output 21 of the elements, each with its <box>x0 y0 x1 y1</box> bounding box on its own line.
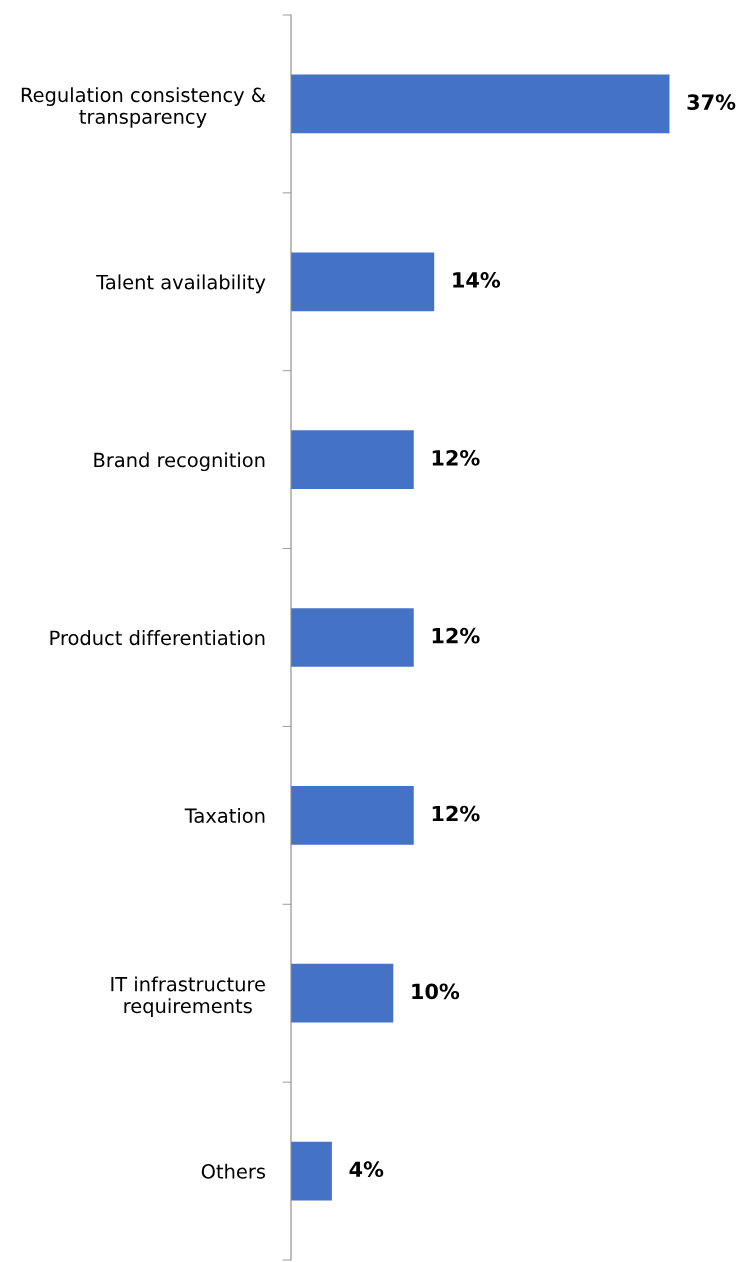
y-tick-label: Product differentiation <box>50 630 265 646</box>
data-label: 12% <box>432 449 480 466</box>
bar <box>291 1141 332 1201</box>
bar <box>291 608 414 667</box>
data-label: 12% <box>432 805 480 822</box>
y-tick-label: Taxation <box>184 807 265 824</box>
bar <box>291 963 394 1023</box>
y-tick-label: Regulation consistency & transparency <box>21 87 266 128</box>
data-label: 12% <box>432 627 480 644</box>
data-label: 37% <box>687 94 736 110</box>
data-label: 4% <box>349 1161 384 1178</box>
y-tick-label: Talent availability <box>96 274 266 294</box>
y-tick-label: IT infrastructure requirements <box>111 976 265 1018</box>
data-label: 14% <box>453 272 501 288</box>
bar <box>291 74 670 134</box>
y-tick-label: Others <box>201 1163 266 1179</box>
bar <box>291 430 414 489</box>
data-label: 10% <box>412 983 460 1000</box>
y-tick-label: Brand recognition <box>94 452 265 472</box>
bar <box>291 252 435 312</box>
bar <box>291 786 414 845</box>
